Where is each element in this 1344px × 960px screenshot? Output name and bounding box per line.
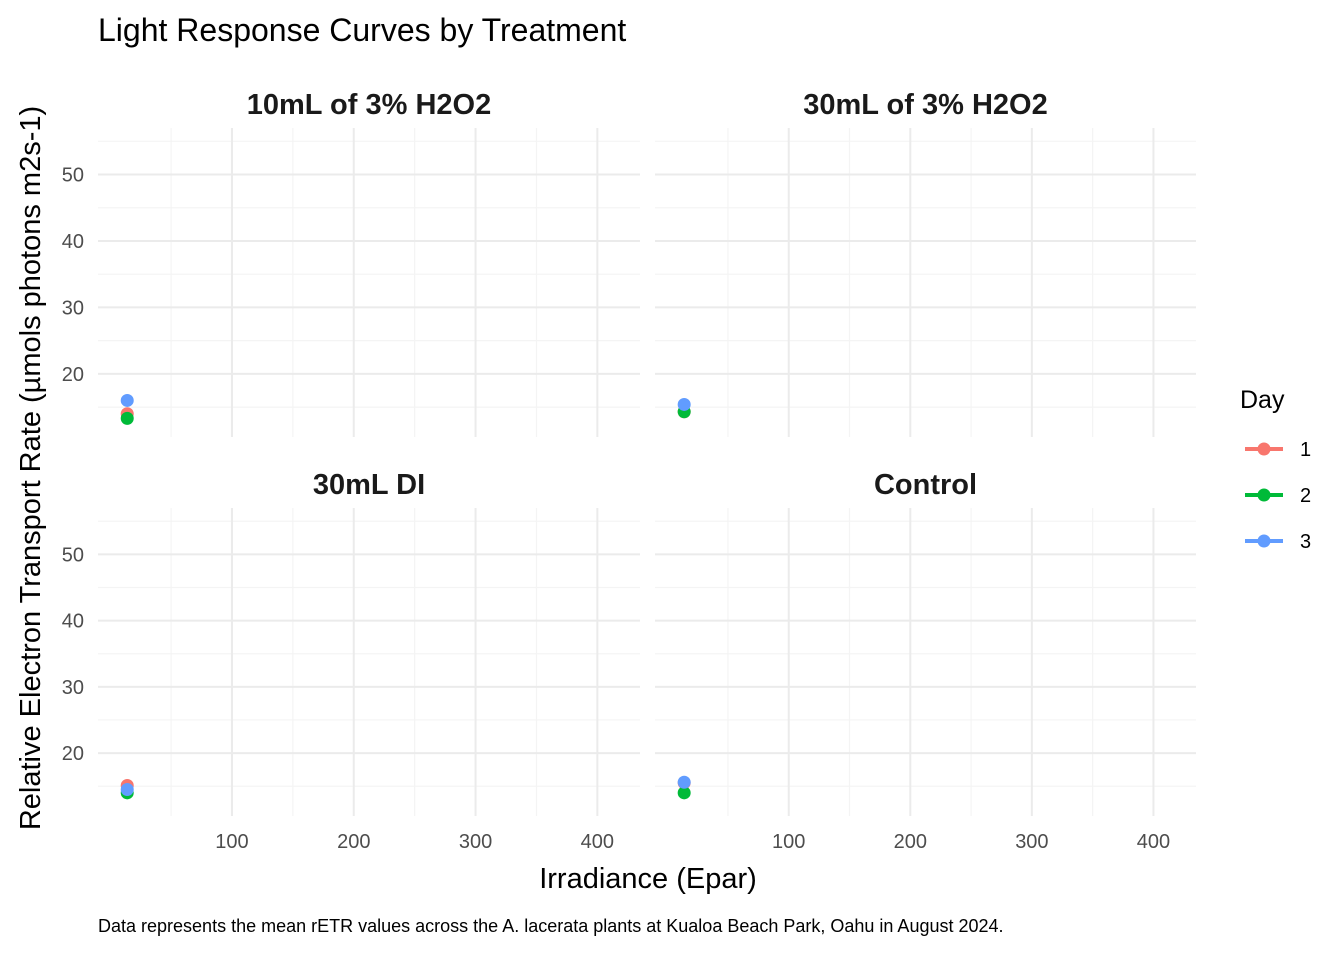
legend-entry-2: 2 [1245,485,1311,507]
y-tick-label: 40 [62,231,84,253]
legend-key-point [1257,442,1271,456]
x-axis-title: Irradiance (Epar) [539,863,757,895]
panel-30ml-of-3-h2o2: 30mL of 3% H2O2 [655,89,1196,437]
y-tick-label: 30 [62,677,84,699]
data-point-day-2 [677,786,691,800]
data-point-day-2 [120,411,134,425]
panel-title: Control [874,469,977,501]
legend: Day 1 2 3 [1240,386,1311,553]
legend-key-point [1257,488,1271,502]
y-tick-label: 50 [62,165,84,187]
chart-title: Light Response Curves by Treatment [98,12,626,48]
panel-30ml-di: 30mL DI 20 30 40 50 100 200 300 400 [62,469,640,853]
legend-entry-1: 1 [1245,439,1311,461]
facet-panels: 10mL of 3% H2O2 20 30 40 50 30mL of 3% H2O2 30… [62,89,1196,853]
y-tick-label: 20 [62,743,84,765]
data-point-day-3 [120,783,134,797]
x-tick-label: 400 [1137,831,1170,853]
panel-control: Control 100 200 300 400 [655,469,1196,853]
panel-title: 10mL of 3% H2O2 [247,89,491,121]
y-tick-label: 20 [62,364,84,386]
data-point-day-3 [120,393,134,407]
panel-10ml-of-3-h2o2: 10mL of 3% H2O2 20 30 40 50 [62,89,640,437]
y-tick-label: 50 [62,544,84,566]
legend-label: 1 [1300,439,1311,461]
legend-label: 3 [1300,531,1311,553]
legend-key-point [1257,534,1271,548]
data-point-day-3 [677,397,691,411]
x-tick-label: 200 [894,831,927,853]
data-point-day-3 [677,775,691,789]
x-tick-label: 400 [581,831,614,853]
x-tick-label: 100 [215,831,248,853]
legend-label: 2 [1300,485,1311,507]
y-tick-label: 40 [62,611,84,633]
caption: Data represents the mean rETR values acr… [98,916,1004,936]
x-tick-label: 200 [337,831,370,853]
y-axis-title: Relative Electron Transport Rate (µmols … [15,106,47,830]
x-tick-label: 100 [772,831,805,853]
legend-entry-3: 3 [1245,531,1311,553]
legend-title: Day [1240,386,1285,414]
y-tick-label: 30 [62,297,84,319]
panel-title: 30mL of 3% H2O2 [803,89,1047,121]
x-tick-label: 300 [459,831,492,853]
panel-title: 30mL DI [313,469,425,501]
x-tick-label: 300 [1015,831,1048,853]
